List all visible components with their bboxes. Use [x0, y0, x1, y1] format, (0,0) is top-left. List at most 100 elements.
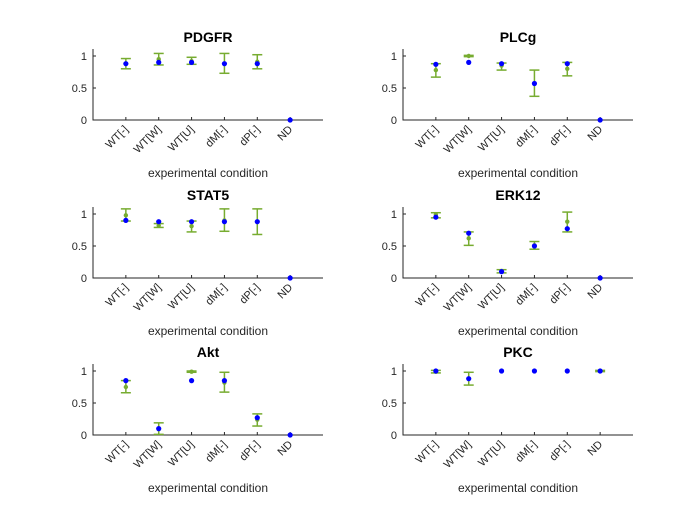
- data-point: [188, 219, 195, 225]
- axes: [402, 364, 633, 436]
- mean-point: [466, 53, 471, 59]
- x-axis-label: experimental condition: [458, 324, 578, 338]
- x-tick-label: dM[-]: [513, 124, 539, 150]
- x-tick-label: dP[-]: [237, 124, 262, 149]
- x-tick-label: ND: [276, 124, 296, 144]
- data-point: [564, 61, 570, 67]
- y-tick-label: 0.5: [382, 398, 397, 410]
- x-tick-label: ND: [586, 282, 606, 302]
- y-tick-label: 0: [81, 115, 87, 127]
- mean-point: [466, 236, 471, 241]
- data-point: [188, 378, 195, 384]
- x-tick-label: WT[U]: [476, 124, 507, 155]
- data-point: [597, 368, 603, 374]
- data-point: [466, 376, 472, 382]
- x-tick-label: WT[U]: [476, 439, 507, 470]
- data-point: [597, 275, 603, 281]
- panel-title: ERK12: [495, 187, 540, 203]
- panel-title: PLCg: [500, 29, 537, 45]
- panel-pkc: PKC 0 0.5 1 WT[-] WT[W] WT[U] dM[-] dP[-] ND exper…: [382, 344, 633, 495]
- panel-erk12: ERK12 0 0.5 1 WT[-] WT[W] WT[U] dM[-] dP[-] ND exp…: [382, 187, 633, 338]
- y-tick-label: 0: [391, 273, 397, 285]
- x-tick-label: dM[-]: [203, 439, 229, 465]
- mean-point: [189, 223, 194, 229]
- x-tick-label: ND: [586, 124, 606, 144]
- mean-point: [123, 384, 129, 390]
- x-tick-label: dP[-]: [237, 439, 262, 464]
- x-tick-label: WT[W]: [442, 439, 474, 471]
- x-tick-label: WT[-]: [413, 282, 440, 309]
- x-axis-label: experimental condition: [458, 166, 578, 180]
- x-tick-label: WT[U]: [166, 282, 197, 313]
- x-tick-label: WT[-]: [413, 439, 440, 466]
- mean-point: [565, 219, 570, 224]
- data-point: [123, 217, 129, 223]
- y-tick-label: 0.5: [72, 83, 87, 95]
- x-tick-label: dP[-]: [547, 124, 572, 149]
- x-tick-label: ND: [276, 282, 296, 302]
- x-tick-label: dP[-]: [237, 282, 262, 307]
- data-point: [466, 59, 472, 65]
- x-tick-label: WT[W]: [132, 124, 164, 156]
- y-tick-label: 0: [81, 273, 87, 285]
- panel-plcg: PLCg 0 0.5 1 WT[-] WT[W] WT[U] dM[-] dP[-] ND expe…: [382, 29, 633, 180]
- data-point: [221, 378, 228, 384]
- data-point: [433, 214, 439, 220]
- y-tick-label: 1: [391, 366, 397, 378]
- data-point: [498, 269, 505, 275]
- x-axis-label: experimental condition: [148, 324, 268, 338]
- panel-title: PDGFR: [184, 29, 233, 45]
- data-point: [221, 219, 228, 225]
- x-tick-label: WT[U]: [166, 439, 197, 470]
- x-tick-label: WT[U]: [476, 282, 507, 313]
- mean-point: [433, 67, 439, 73]
- y-tick-label: 0.5: [72, 241, 87, 253]
- x-tick-label: ND: [276, 439, 296, 459]
- y-tick-label: 1: [391, 51, 397, 63]
- y-tick-label: 1: [81, 366, 87, 378]
- panel-title: Akt: [197, 344, 220, 360]
- y-tick-label: 1: [81, 209, 87, 221]
- mean-point: [565, 66, 570, 72]
- x-tick-label: dM[-]: [513, 439, 539, 465]
- x-tick-label: dP[-]: [547, 282, 572, 307]
- data-point: [531, 368, 538, 374]
- x-axis-label: experimental condition: [148, 481, 268, 495]
- data-point: [564, 368, 570, 374]
- x-tick-label: WT[-]: [103, 282, 130, 309]
- panel-title: STAT5: [187, 187, 229, 203]
- x-tick-label: WT[-]: [103, 124, 130, 151]
- x-axis-label: experimental condition: [148, 166, 268, 180]
- data-point: [498, 368, 505, 374]
- data-point: [433, 368, 439, 374]
- axes: [92, 49, 323, 121]
- data-point: [123, 378, 129, 384]
- data-point: [156, 59, 162, 65]
- y-tick-label: 0: [81, 430, 87, 442]
- axes: [92, 364, 323, 436]
- x-tick-label: ND: [586, 439, 606, 459]
- panel-pdgfr: PDGFR 0 0.5 1 WT[-] WT[W] WT[U] dM[-] dP[-] ND exp…: [72, 29, 323, 180]
- data-point: [156, 219, 162, 225]
- x-tick-label: WT[-]: [103, 439, 130, 466]
- y-tick-label: 0.5: [382, 83, 397, 95]
- mean-point: [189, 369, 194, 374]
- y-tick-label: 0: [391, 115, 397, 127]
- data-point: [254, 415, 260, 421]
- data-point: [287, 275, 293, 281]
- data-point: [221, 61, 228, 67]
- x-tick-label: WT[W]: [442, 124, 474, 156]
- data-point: [498, 61, 505, 67]
- data-point: [287, 432, 293, 438]
- panel-stat5: STAT5 0 0.5 1 WT[-] WT[W] WT[U] dM[-] dP[-] ND exp…: [72, 187, 323, 338]
- y-tick-label: 0.5: [72, 398, 87, 410]
- axes: [92, 207, 323, 279]
- data-point: [188, 59, 195, 65]
- x-tick-label: dP[-]: [547, 439, 572, 464]
- data-point: [564, 226, 570, 232]
- y-tick-label: 0: [391, 430, 397, 442]
- data-point: [597, 117, 603, 123]
- data-point: [531, 243, 538, 249]
- x-tick-label: dM[-]: [203, 282, 229, 308]
